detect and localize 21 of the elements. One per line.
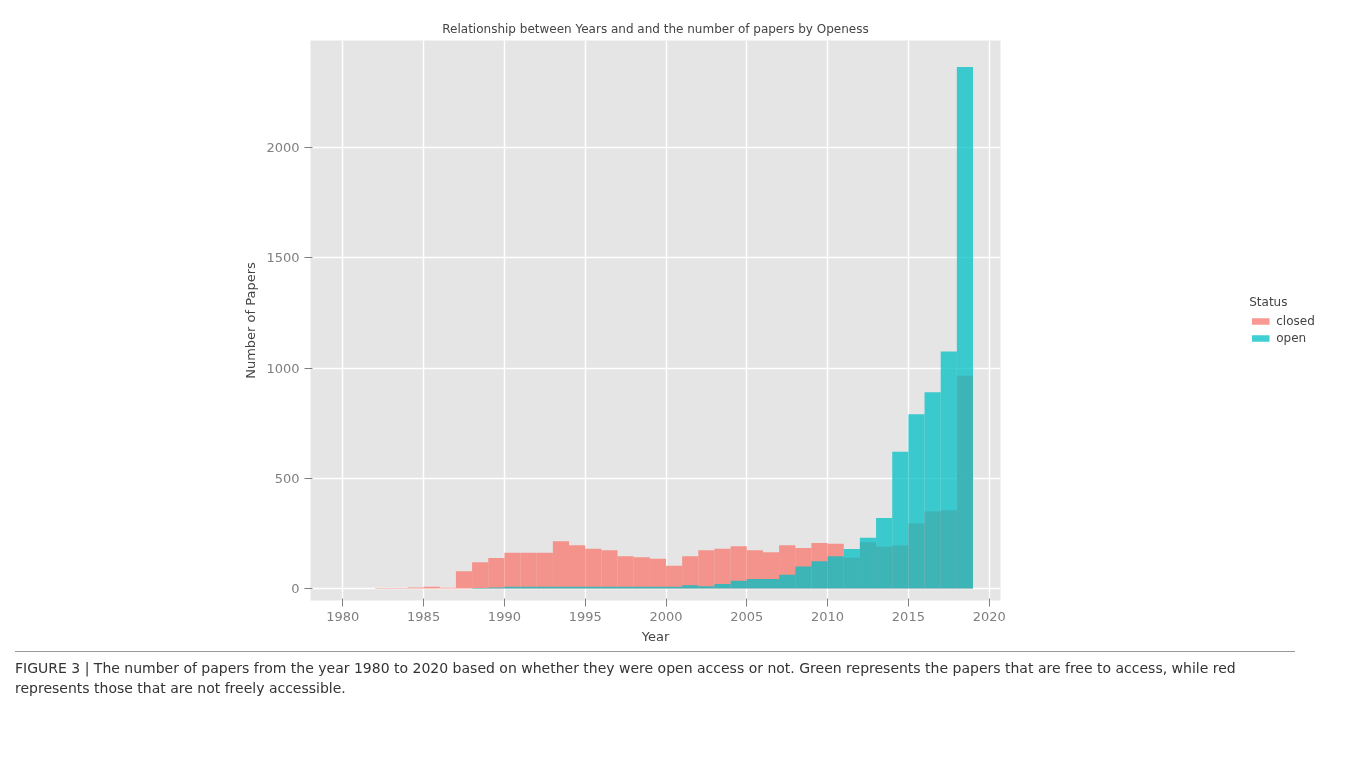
legend-label: open (1276, 331, 1307, 345)
x-tick-label: 1980 (326, 608, 360, 624)
x-tick-label: 1990 (487, 608, 521, 624)
legend-label: closed (1276, 314, 1315, 328)
x-tick-label: 2005 (730, 608, 764, 624)
x-tick-label: 1995 (568, 608, 602, 624)
x-tick-label: 1985 (407, 608, 441, 624)
y-tick-label: 1000 (266, 360, 300, 376)
chart-title: Relationship between Years and and the number of papers by Openess (442, 21, 869, 36)
x-tick-label: 2020 (972, 608, 1006, 624)
x-tick-label: 2010 (811, 608, 845, 624)
y-tick-label: 1500 (266, 250, 300, 266)
legend-title: Status (1249, 295, 1289, 309)
y-tick-label: 2000 (266, 139, 300, 155)
x-tick-label: 2000 (649, 608, 683, 624)
x-axis-title: Year (640, 628, 670, 644)
y-axis-title: Number of Papers (243, 261, 259, 379)
x-tick-label: 2015 (891, 608, 925, 624)
caption: FIGURE 3 | The number of papers from the year 1980 to 2020 based on whether they were open access or not. Green represents the papers that are free to access, while red represents those that are not freely accessible. (15, 659, 1237, 698)
y-tick-label: 500 (274, 470, 300, 486)
y-tick-label: 0 (291, 581, 300, 597)
